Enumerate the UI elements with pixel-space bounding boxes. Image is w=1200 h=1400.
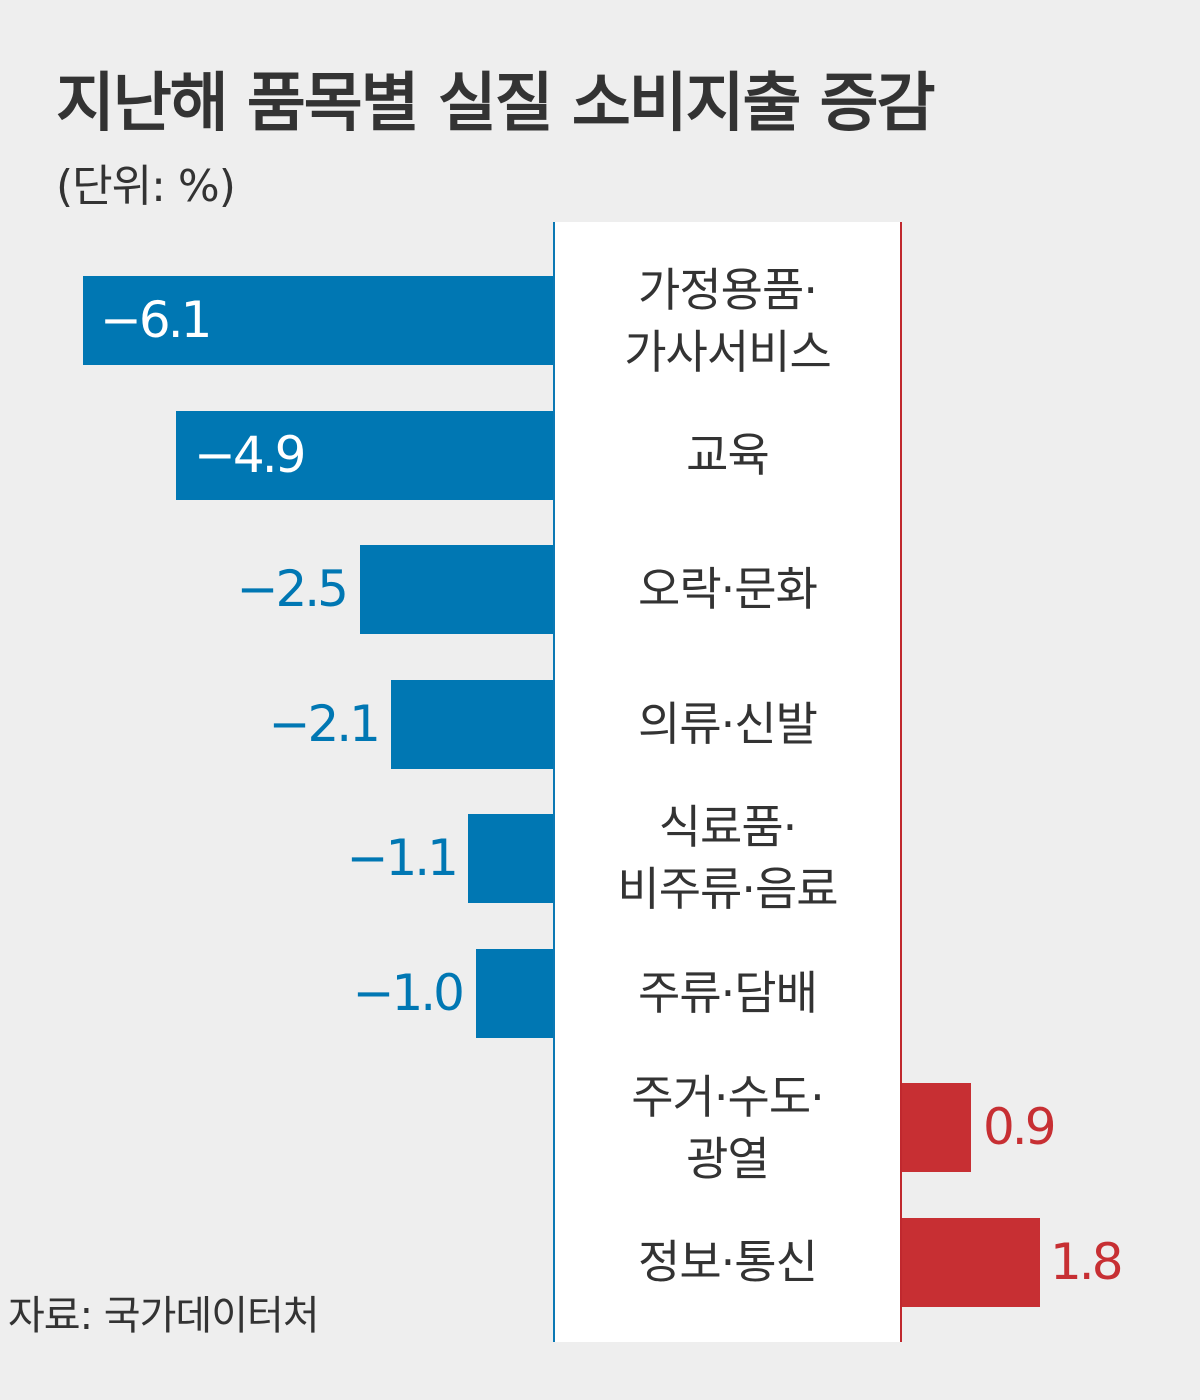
bar-value-label: 1.8 [1050, 1233, 1124, 1291]
category-label-line: 가정용품· [638, 263, 818, 317]
source-note: 자료: 국가데이터처 [8, 1293, 320, 1339]
category-label: 주거·수도· 광열 [555, 1066, 900, 1190]
bar-positive [902, 1083, 971, 1172]
category-label-line: 주류·담배 [638, 966, 818, 1020]
bar-negative [83, 276, 553, 365]
bar-value-label: −2.5 [236, 560, 349, 618]
category-label: 오락·문화 [555, 558, 900, 620]
bar-value-label: 0.9 [983, 1098, 1057, 1156]
category-label-line: 오락·문화 [638, 562, 818, 616]
bar-negative [176, 411, 553, 500]
bar-value-label: −2.1 [268, 695, 381, 753]
bar-value-label: −4.9 [194, 426, 306, 484]
category-label: 교육 [555, 424, 900, 486]
category-label: 식료품· 비주류·음료 [555, 796, 900, 920]
category-label: 가정용품· 가사서비스 [555, 259, 900, 383]
category-label-line: 정보·통신 [638, 1235, 818, 1289]
category-label-line: 교육 [686, 428, 770, 482]
unit-label: (단위: %) [56, 161, 236, 212]
bar-negative [476, 949, 553, 1038]
category-label: 정보·통신 [555, 1231, 900, 1293]
bar-positive [902, 1218, 1040, 1307]
category-label-line: 광열 [686, 1132, 770, 1186]
bar-value-label: −6.1 [100, 291, 212, 349]
bar-negative [468, 814, 553, 903]
category-label: 주류·담배 [555, 962, 900, 1024]
category-label: 의류·신발 [555, 693, 900, 755]
category-label-line: 식료품· [658, 800, 798, 854]
bar-negative [391, 680, 553, 769]
category-label-line: 가사서비스 [624, 325, 832, 379]
category-label-panel [553, 222, 902, 1342]
category-label-line: 의류·신발 [638, 697, 818, 751]
bar-value-label: −1.1 [346, 829, 459, 887]
category-label-line: 주거·수도· [631, 1070, 825, 1124]
bar-value-label: −1.0 [352, 964, 465, 1022]
chart-title: 지난해 품목별 실질 소비지출 증감 [56, 67, 935, 141]
bar-negative [360, 545, 553, 634]
category-label-line: 비주류·음료 [617, 862, 838, 916]
